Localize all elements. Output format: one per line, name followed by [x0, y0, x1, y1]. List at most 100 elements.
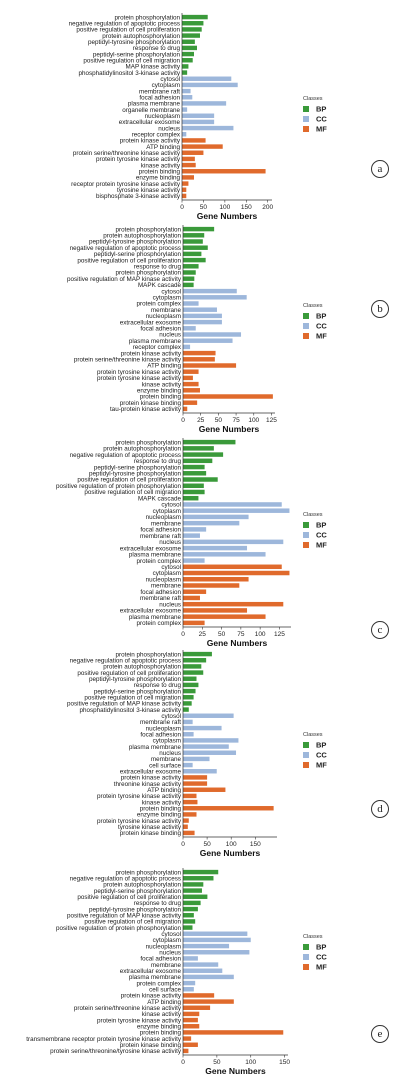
- category-label: receptor protein tyrosine kinase activit…: [71, 181, 181, 188]
- category-label: cytosol: [161, 288, 181, 295]
- category-label: positive regulation of cell proliferatio…: [77, 670, 181, 677]
- category-label: cytosol: [161, 713, 181, 720]
- bar-mf: [183, 824, 188, 829]
- bar-mf: [183, 787, 226, 792]
- category-label: cytosol: [161, 502, 181, 509]
- category-label: protein tyrosine kinase activity: [97, 1017, 182, 1024]
- legend-title: Classes: [303, 512, 323, 518]
- bar-cc: [183, 332, 242, 337]
- category-label: nucleus: [159, 601, 181, 608]
- chart-panel-b: protein phosphorylation protein autophosp…: [0, 222, 414, 434]
- bar-bp: [183, 446, 214, 451]
- bar-mf: [183, 620, 205, 626]
- bar-cc: [183, 756, 210, 762]
- category-label: MAP kinase activity: [126, 64, 181, 71]
- bar-bp: [183, 913, 194, 918]
- category-label: nucleoplasm: [146, 313, 181, 320]
- bar-cc: [182, 88, 191, 94]
- category-label: protein complex: [137, 301, 182, 308]
- bar-cc: [183, 288, 237, 294]
- category-label: organelle membrane: [122, 107, 180, 114]
- legend-swatch-bp: [303, 522, 309, 528]
- legend-label-bp: BP: [316, 312, 326, 321]
- x-tick-label: 150: [241, 204, 252, 211]
- category-label: phosphatidylinositol 3-kinase activity: [79, 707, 181, 714]
- bar-bp: [183, 882, 204, 887]
- panel-letter-badge: b: [371, 300, 389, 318]
- category-label: focal adhesion: [140, 326, 181, 333]
- bar-mf: [183, 812, 197, 817]
- bar-mf: [183, 793, 197, 799]
- legend-title: Classes: [303, 303, 323, 309]
- category-label: peptidyl-tyrosine phosphorylation: [89, 676, 182, 683]
- bar-bp: [183, 688, 196, 694]
- bar-bp: [183, 471, 207, 476]
- category-label: positive regulation of MAP kinase activi…: [67, 276, 182, 283]
- bar-mf: [183, 350, 216, 356]
- category-label: protein tyrosine kinase activity: [97, 375, 182, 382]
- bar-bp: [183, 888, 202, 893]
- bar-mf: [182, 150, 204, 155]
- category-label: protein phosphorylation: [116, 869, 182, 876]
- category-label: nucleoplasm: [146, 943, 181, 950]
- bar-bp: [183, 251, 202, 257]
- category-label: nucleoplasm: [146, 514, 181, 521]
- bar-cc: [183, 319, 222, 325]
- chart-panel-a: protein phosphorylation negative regulati…: [0, 10, 414, 221]
- category-label: plasma membrane: [129, 338, 182, 345]
- legend-label-cc: CC: [316, 751, 327, 760]
- category-label: protein kinase binding: [120, 830, 182, 837]
- legend-swatch-mf: [303, 126, 309, 132]
- bar-bp: [183, 682, 199, 688]
- category-label: kinase activity: [141, 162, 181, 169]
- category-label: nucleoplasm: [146, 576, 181, 583]
- bar-bp: [183, 658, 207, 663]
- category-label: threonine kinase activity: [114, 781, 182, 788]
- bar-cc: [183, 344, 191, 350]
- bar-bp: [183, 869, 219, 875]
- category-label: protein tyrosine kinase activity: [96, 156, 181, 163]
- category-label: cytoplasm: [153, 508, 181, 515]
- category-label: MAPK cascade: [138, 495, 182, 502]
- bar-mf: [183, 589, 207, 594]
- bar-mf: [182, 156, 195, 162]
- bar-cc: [183, 987, 194, 992]
- legend-swatch-cc: [303, 116, 309, 122]
- bar-mf: [183, 375, 193, 381]
- category-label: peptidyl-tyrosine phosphorylation: [88, 39, 181, 46]
- category-label: cytoplasm: [153, 570, 181, 577]
- bar-cc: [183, 769, 217, 774]
- bar-bp: [183, 676, 197, 681]
- category-label: extracellular exosome: [120, 545, 182, 552]
- category-label: protein phosphorylation: [116, 651, 182, 658]
- category-label: membrane raft: [140, 719, 181, 726]
- legend-label-bp: BP: [316, 943, 326, 952]
- bar-bp: [183, 458, 213, 464]
- category-label: protein kinase activity: [120, 138, 181, 145]
- category-label: negative regulation of apoptotic process: [70, 245, 181, 252]
- x-tick-label: 0: [181, 417, 185, 424]
- bar-mf: [183, 830, 195, 836]
- bar-bp: [182, 58, 193, 63]
- bar-mf: [183, 614, 266, 619]
- bar-cc: [182, 132, 187, 137]
- category-label: positive regulation of protein phosphory…: [56, 483, 181, 490]
- bar-bp: [182, 45, 197, 51]
- category-label: cell surface: [149, 986, 181, 993]
- legend-label-mf: MF: [316, 332, 327, 341]
- bar-bp: [183, 264, 199, 269]
- bar-bp: [183, 695, 194, 700]
- category-label: cytoplasm: [153, 295, 181, 302]
- bar-cc: [183, 539, 284, 545]
- bar-mf: [183, 357, 215, 362]
- x-tick-label: 50: [200, 204, 208, 211]
- bar-mf: [183, 781, 208, 786]
- category-label: receptor complex: [133, 344, 182, 351]
- category-label: protein phosphorylation: [116, 270, 182, 277]
- bar-bp: [183, 477, 218, 482]
- x-tick-label: 50: [213, 1059, 221, 1066]
- bar-mf: [182, 187, 187, 192]
- x-tick-label: 125: [274, 631, 285, 638]
- bar-bp: [183, 270, 196, 275]
- bar-mf: [183, 1011, 200, 1017]
